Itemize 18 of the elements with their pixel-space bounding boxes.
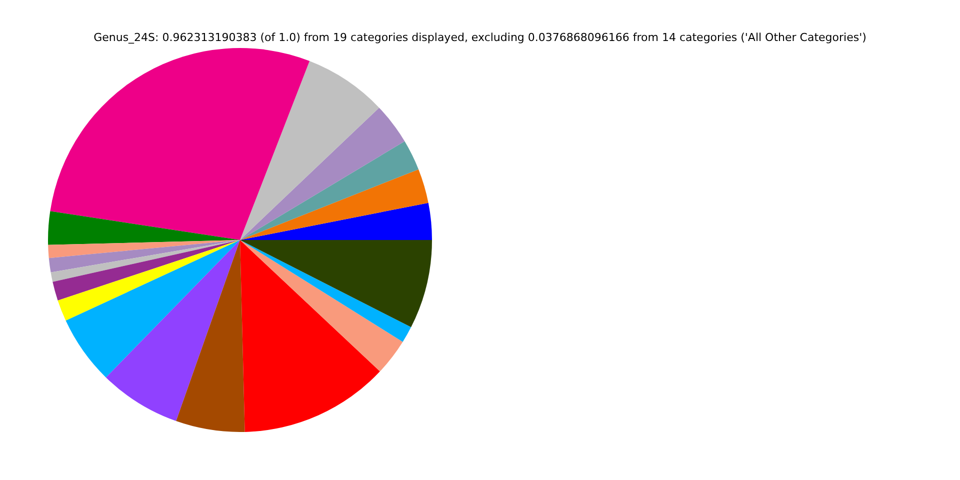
pie-slice — [50, 48, 310, 240]
pie-slice — [176, 240, 245, 432]
pie-slice — [240, 169, 428, 240]
pie-slice — [240, 240, 380, 432]
pie-slice — [50, 240, 240, 282]
pie-slice — [58, 240, 240, 321]
pie-slice — [52, 240, 240, 300]
pie-slice — [240, 108, 405, 240]
pie-slice — [240, 61, 380, 240]
pie-slice — [48, 211, 240, 245]
pie-slice — [48, 240, 240, 258]
text: Genus_24S: 0.962313190383 (of 1.0) from 19 categories displayed, excluding 0.0376868096166 from 14 categories ('All Other Categories') — [94, 31, 866, 44]
pie-slice — [240, 141, 419, 240]
pie-slice — [240, 202, 432, 240]
pie-slice — [240, 240, 432, 328]
pie-slice — [48, 240, 240, 272]
pie-slice — [106, 240, 240, 422]
pie-slice — [240, 240, 403, 372]
